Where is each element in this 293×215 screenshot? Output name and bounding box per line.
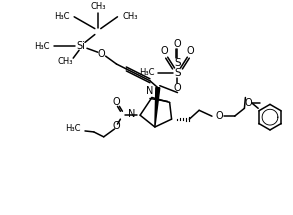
Text: S: S (174, 58, 181, 68)
Text: O: O (98, 49, 105, 59)
Text: CH₃: CH₃ (58, 57, 73, 66)
Text: H₃C: H₃C (66, 124, 81, 134)
Text: O: O (215, 111, 223, 121)
Text: H₃C: H₃C (139, 68, 155, 77)
Text: O: O (113, 97, 120, 108)
Text: S: S (174, 68, 181, 78)
Text: O: O (186, 46, 194, 56)
Text: CH₃: CH₃ (90, 2, 105, 11)
Text: O: O (174, 39, 181, 49)
Text: Si: Si (77, 41, 86, 51)
Text: N: N (128, 109, 135, 119)
Text: N: N (146, 86, 154, 96)
Text: H₃C: H₃C (34, 42, 50, 51)
Text: O: O (174, 83, 181, 93)
Text: O: O (161, 46, 168, 56)
Text: O: O (113, 121, 120, 131)
Text: CH₃: CH₃ (122, 12, 138, 21)
Text: H₃C: H₃C (54, 12, 69, 21)
Polygon shape (155, 88, 160, 127)
Text: O: O (245, 98, 252, 108)
